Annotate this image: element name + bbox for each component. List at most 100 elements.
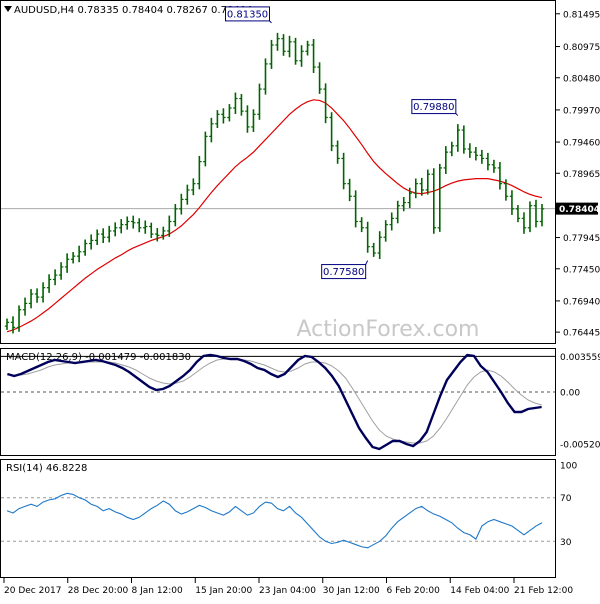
ohlc-bar (106, 225, 112, 243)
price-axis: 0.81495 0.80975 0.80480 0.79970 0.79460 0.789… (555, 10, 600, 339)
annotation-box (321, 264, 367, 280)
ohlc-bar (269, 39, 274, 69)
ohlc-bar (275, 32, 280, 51)
ohlc-bar (34, 288, 40, 303)
ohlc-bar (305, 40, 310, 56)
ma-line (6, 99, 543, 333)
price-tick-label: 0.77450 (563, 265, 600, 275)
ohlc-bar (155, 228, 160, 242)
ohlc-bar (425, 169, 430, 195)
ohlc-bar (485, 152, 491, 171)
ohlc-bars (4, 32, 545, 334)
time-tick-label: 6 Feb 20:00 (387, 586, 441, 596)
ohlc-bar (527, 201, 533, 233)
ohlc-bar (22, 297, 28, 316)
time-tick-label: 14 Feb 04:00 (450, 586, 509, 596)
time-tick-label: 23 Jan 04:00 (259, 586, 316, 596)
ohlc-bar (257, 83, 262, 120)
ohlc-bar (191, 178, 196, 196)
ohlc-bar (395, 200, 400, 224)
ohlc-bar (131, 215, 136, 229)
time-tick-label: 8 Jan 12:00 (132, 586, 184, 596)
annotation-box (411, 99, 457, 115)
ohlc-bar (497, 162, 503, 190)
ohlc-bar (299, 45, 304, 67)
time-tick-label: 21 Feb 12:00 (514, 586, 573, 596)
rsi-pane-frame (0, 459, 556, 578)
ohlc-bar (10, 316, 16, 334)
macd-signal-line (7, 358, 542, 444)
rsi-line (6, 492, 543, 549)
ohlc-bar (209, 117, 214, 143)
rsi-axis: 100 70 30 (560, 462, 577, 548)
price-tick-label: 0.80975 (563, 43, 600, 53)
ohlc-bar (437, 163, 443, 232)
current-price-box (556, 202, 598, 215)
ohlc-bar (431, 168, 436, 234)
macd-tick-label: 0.00 (560, 389, 580, 399)
ohlc-bar (323, 83, 328, 124)
ohlc-bar (503, 179, 509, 201)
ohlc-bar (509, 190, 515, 215)
annotation-pointer (455, 113, 459, 116)
ohlc-bar (94, 229, 100, 245)
ohlc-bar (473, 146, 479, 161)
ohlc-bar (100, 228, 106, 244)
ohlc-bar (70, 252, 76, 264)
macd-tick-label: 0.003559 (560, 353, 600, 363)
price-tick-label: 0.79970 (563, 106, 600, 116)
ohlc-bar (293, 37, 298, 65)
price-tick-label: 0.78965 (563, 170, 600, 180)
annotation-box (224, 6, 270, 22)
ohlc-bar (221, 108, 226, 124)
ohlc-bar (149, 222, 154, 238)
ohlc-bar (179, 193, 184, 215)
ohlc-bar (245, 105, 250, 133)
ohlc-bar (143, 220, 148, 234)
macd-header: MACD(12,26,9) -0.001479 -0.001830 (6, 352, 191, 363)
ohlc-bar (16, 305, 22, 332)
ohlc-bar (4, 318, 10, 330)
ohlc-bar (353, 190, 358, 228)
ohlc-bar (347, 178, 352, 202)
ohlc-bar (365, 221, 370, 253)
rsi-grid (1, 497, 555, 542)
price-pane-frame (0, 0, 556, 344)
rsi-tick-label: 70 (560, 494, 572, 504)
rsi-tick-label: 100 (560, 462, 577, 472)
ohlc-bar (88, 234, 94, 250)
ohlc-bar (64, 253, 70, 273)
ohlc-bar (113, 222, 118, 237)
ohlc-bar (449, 141, 455, 157)
ohlc-bar (40, 282, 46, 303)
ohlc-bar (82, 239, 88, 256)
price-tick-label: 0.79460 (563, 139, 600, 149)
ohlc-bar (461, 125, 467, 154)
ohlc-bar (287, 35, 292, 58)
ohlc-bar (52, 269, 58, 286)
macd-tick-label: -0.005207 (560, 441, 600, 451)
price-annotations: 0.81350 0.77580 0.79880 (224, 6, 459, 280)
ohlc-bar (76, 245, 82, 263)
ohlc-bar (335, 140, 340, 164)
macd-axis: 0.003559 0.00 -0.005207 (560, 353, 600, 451)
ohlc-bar (521, 212, 527, 234)
ohlc-bar (455, 124, 461, 152)
ohlc-bar (413, 178, 418, 199)
ohlc-bar (167, 215, 172, 237)
ohlc-bar (185, 184, 190, 205)
ohlc-bar (137, 218, 142, 233)
annotation-pointer (365, 260, 369, 265)
current-price-label: 0.78404 (559, 205, 600, 215)
watermark: ActionForex.com (297, 317, 480, 342)
macd-grid (1, 355, 555, 393)
ohlc-bar (419, 177, 424, 196)
ohlc-bar (479, 149, 485, 164)
macd-lines (7, 353, 542, 451)
ohlc-bar (383, 220, 388, 242)
ohlc-bar (251, 109, 256, 132)
ohlc-bar (125, 216, 130, 230)
ohlc-bar (377, 231, 382, 260)
